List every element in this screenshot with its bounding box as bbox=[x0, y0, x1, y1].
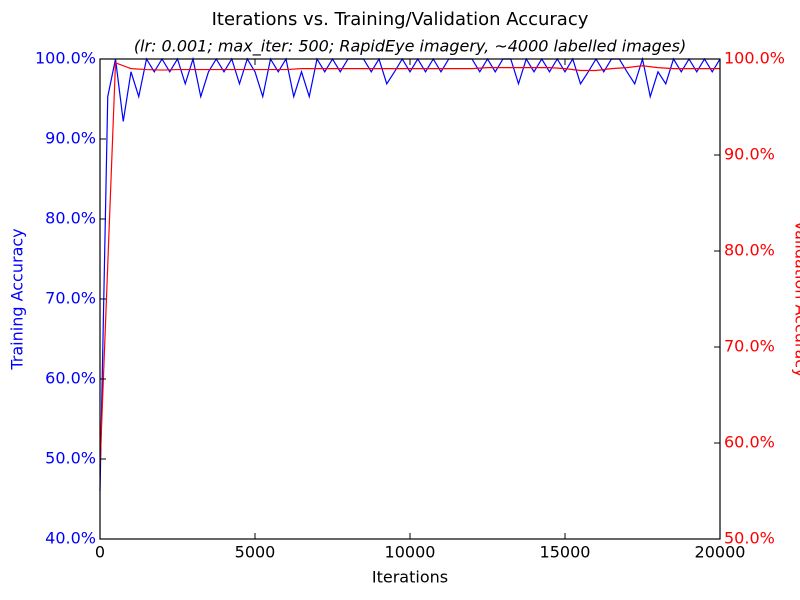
y-tick-label: 100.0% bbox=[35, 49, 96, 68]
data-line bbox=[99, 61, 720, 468]
y-tick-label: 80.0% bbox=[45, 209, 96, 228]
y2-tick-label: 90.0% bbox=[724, 145, 775, 164]
y2-tick-label: 100.0% bbox=[724, 49, 785, 68]
x-axis-label: Iterations bbox=[372, 568, 448, 587]
y2-tick-label: 70.0% bbox=[724, 337, 775, 356]
x-tick-label: 5000 bbox=[235, 543, 276, 562]
y-axis-label: Training Accuracy bbox=[8, 228, 27, 370]
x-tick-label: 10000 bbox=[385, 543, 436, 562]
x-tick-label: 20000 bbox=[695, 543, 746, 562]
y2-tick-label: 60.0% bbox=[724, 433, 775, 452]
y-tick-label: 60.0% bbox=[45, 369, 96, 388]
x-tick-label: 15000 bbox=[540, 543, 591, 562]
y2-axis-label: Validation Accuracy bbox=[792, 220, 800, 377]
y2-tick-label: 50.0% bbox=[724, 529, 775, 548]
y-tick-label: 70.0% bbox=[45, 289, 96, 308]
y2-tick-label: 80.0% bbox=[724, 241, 775, 260]
y-tick-label: 90.0% bbox=[45, 129, 96, 148]
x-tick-label: 0 bbox=[95, 543, 105, 562]
y-tick-label: 40.0% bbox=[45, 529, 96, 548]
chart-subtitle: (lr: 0.001; max_iter: 500; RapidEye imag… bbox=[134, 37, 686, 57]
chart-title: Iterations vs. Training/Validation Accur… bbox=[212, 9, 589, 30]
y-tick-label: 50.0% bbox=[45, 449, 96, 468]
